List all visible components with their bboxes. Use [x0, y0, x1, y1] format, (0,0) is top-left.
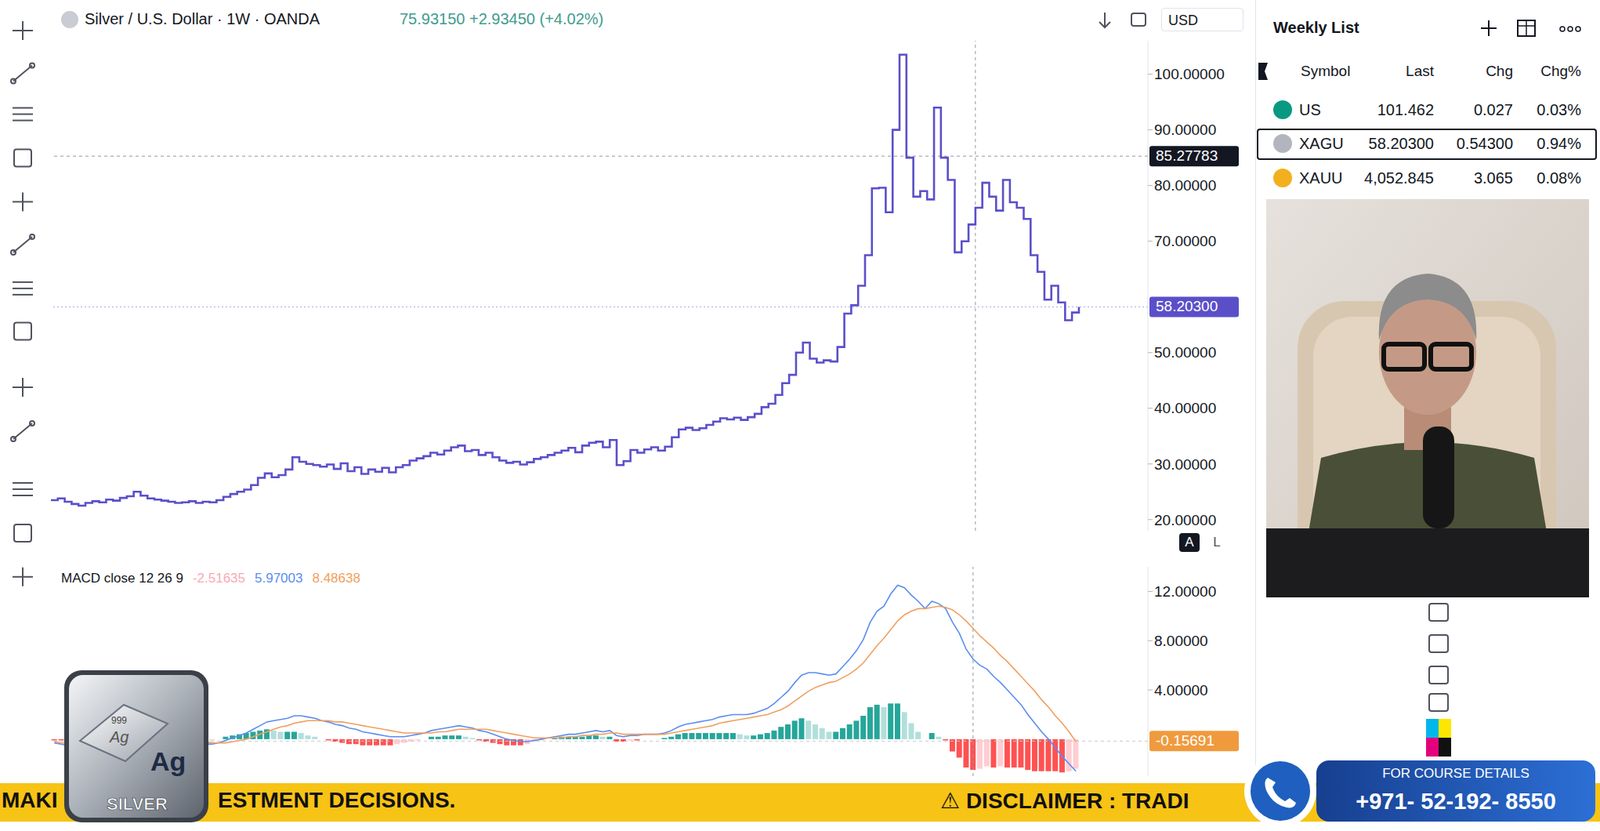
html-text:0.03%: 0.03% — [1536, 101, 1582, 119]
html-text:101.462: 101.462 — [1377, 101, 1434, 119]
svg-text:FOR COURSE DETAILS: FOR COURSE DETAILS — [1382, 765, 1530, 781]
html-text:8.48638: 8.48638 — [312, 570, 361, 586]
html-text:A: A — [1184, 534, 1194, 550]
svg-text:Ag: Ag — [108, 727, 129, 746]
html-text:US: US — [1299, 101, 1321, 119]
html-text:XAUU: XAUU — [1299, 169, 1343, 187]
html-text:3.065: 3.065 — [1473, 169, 1514, 187]
svg-text:+971- 52-192- 8550: +971- 52-192- 8550 — [1355, 788, 1557, 814]
html-text:⚠ DISCLAIMER : TRADI: ⚠ DISCLAIMER : TRADI — [940, 788, 1190, 813]
html-text:75.93150 +2.93450 (+4.02%): 75.93150 +2.93450 (+4.02%) — [399, 10, 604, 28]
html-text:5.97003: 5.97003 — [254, 570, 303, 586]
svg-text:85.27783: 85.27783 — [1155, 147, 1218, 164]
svg-text:40.00000: 40.00000 — [1154, 399, 1217, 417]
svg-text:999: 999 — [111, 714, 127, 726]
svg-text:4.00000: 4.00000 — [1154, 681, 1209, 699]
svg-text:20.00000: 20.00000 — [1154, 511, 1217, 529]
html-text:58.20300: 58.20300 — [1368, 134, 1434, 153]
svg-text:SILVER: SILVER — [106, 793, 168, 814]
html-text:MAKI: MAKI — [1, 787, 58, 812]
html-text:4,052.845: 4,052.845 — [1364, 169, 1434, 187]
html-text:0.54300: 0.54300 — [1456, 134, 1514, 153]
svg-text:30.00000: 30.00000 — [1154, 456, 1217, 473]
html-text:Weekly List: Weekly List — [1273, 18, 1360, 37]
html-text:Chg: Chg — [1485, 62, 1514, 80]
svg-text:8.00000: 8.00000 — [1154, 632, 1209, 649]
html-text:Symbol: Symbol — [1300, 62, 1351, 80]
svg-text:12.00000: 12.00000 — [1154, 582, 1217, 600]
html-text:0.94%: 0.94% — [1536, 134, 1582, 153]
svg-text:58.20300: 58.20300 — [1155, 297, 1218, 315]
html-text:L: L — [1213, 534, 1221, 550]
html-text:Last: Last — [1405, 62, 1434, 80]
html-text:0.027: 0.027 — [1473, 101, 1514, 119]
svg-text:90.00000: 90.00000 — [1154, 121, 1217, 138]
html-text:Silver / U.S. Dollar · 1W · OA: Silver / U.S. Dollar · 1W · OANDA — [84, 10, 320, 28]
svg-text:-0.15691: -0.15691 — [1155, 731, 1215, 749]
html-text:0.08%: 0.08% — [1536, 169, 1582, 187]
svg-text:Ag: Ag — [150, 745, 186, 776]
svg-text:70.00000: 70.00000 — [1154, 232, 1217, 250]
html-text:USD: USD — [1168, 12, 1199, 29]
svg-text:80.00000: 80.00000 — [1154, 177, 1217, 194]
svg-text:50.00000: 50.00000 — [1154, 343, 1217, 361]
html-text:Chg%: Chg% — [1540, 62, 1582, 80]
html-text:-2.51635: -2.51635 — [192, 570, 246, 586]
html-text:ESTMENT DECISIONS.: ESTMENT DECISIONS. — [217, 787, 456, 812]
html-text:MACD close 12 26 9: MACD close 12 26 9 — [61, 570, 184, 586]
svg-text:100.00000: 100.00000 — [1154, 65, 1225, 83]
html-text:XAGU: XAGU — [1299, 134, 1344, 153]
